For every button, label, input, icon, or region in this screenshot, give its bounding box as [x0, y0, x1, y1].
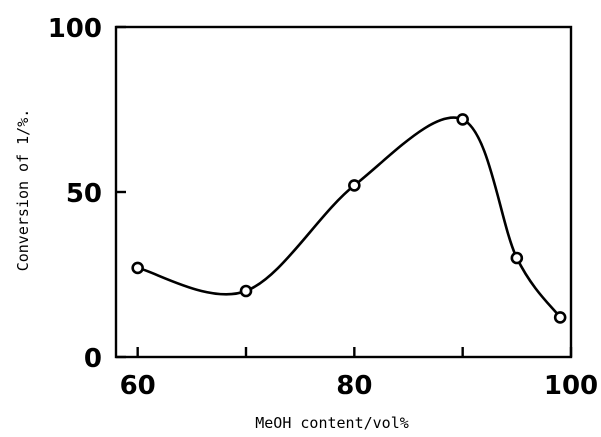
data-curve: [137, 116, 562, 319]
x-tick-label-100: 100: [544, 371, 598, 401]
data-point-60: [131, 261, 144, 275]
y-axis-title: Conversion of 1/%.: [14, 109, 32, 272]
tick-labels: 60 80 100 0 50 100: [48, 14, 598, 401]
plot-frame: [114, 25, 573, 359]
y-tick-label-100: 100: [48, 14, 102, 44]
y-tick-label-50: 50: [66, 179, 102, 209]
data-markers: [131, 113, 567, 324]
x-tick-label-60: 60: [120, 371, 156, 401]
data-point-99: [553, 311, 567, 324]
x-axis-title: MeOH content/vol%: [255, 414, 409, 432]
tick-marks: [116, 25, 573, 359]
x-tick-label-80: 80: [336, 371, 372, 401]
data-point-70: [239, 284, 253, 298]
data-point-95: [510, 251, 524, 265]
data-point-80: [348, 179, 361, 192]
y-tick-label-0: 0: [84, 344, 102, 374]
data-point-90: [456, 113, 469, 126]
